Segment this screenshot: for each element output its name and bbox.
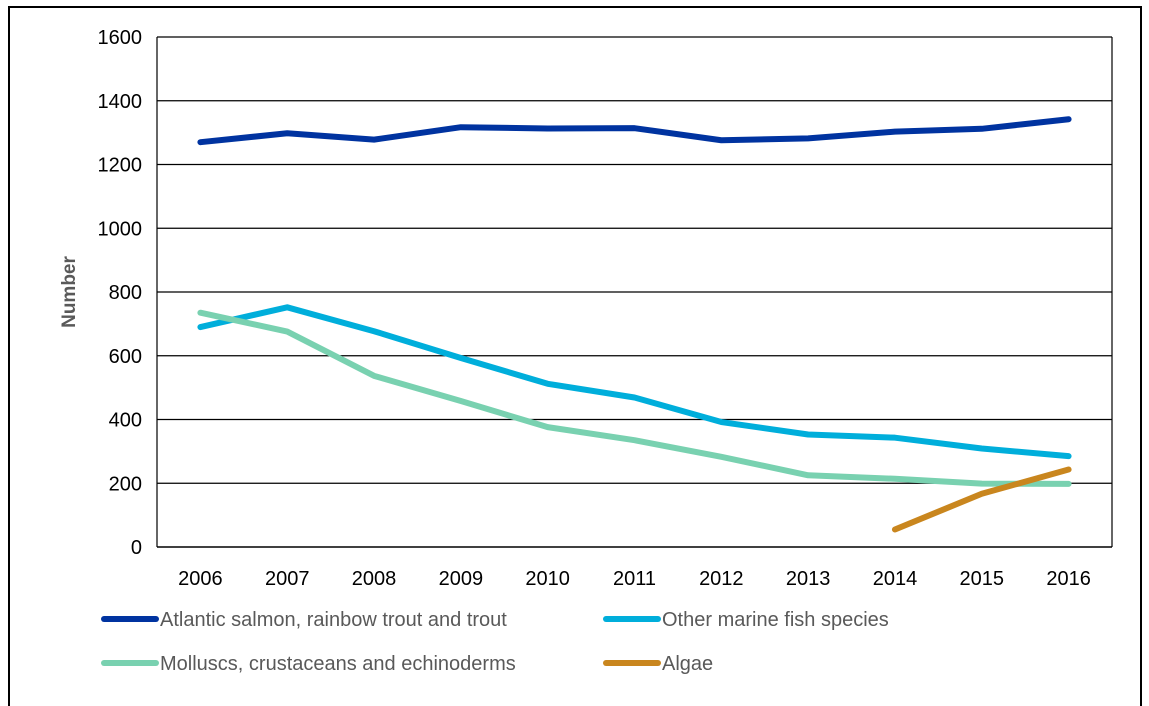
- data-point: [981, 128, 982, 129]
- data-point: [287, 307, 288, 308]
- data-point: [721, 456, 722, 457]
- y-axis-title: Number: [59, 256, 80, 328]
- x-tick-label: 2009: [439, 568, 484, 590]
- y-tick-label: 200: [109, 473, 142, 495]
- legend-item: Molluscs, crustaceans and echinoderms: [101, 653, 516, 675]
- data-point: [894, 478, 895, 479]
- data-point: [547, 427, 548, 428]
- y-axis-tick-labels: 0 200 400 600 800 1000 1200 1400 1600: [98, 27, 143, 559]
- x-tick-label: 2006: [178, 568, 223, 590]
- y-tick-label: 1200: [98, 155, 143, 177]
- chart-border: [8, 6, 1142, 706]
- legend-item: Other marine fish species: [603, 609, 889, 631]
- data-point: [460, 357, 461, 358]
- y-tick-label: 1600: [98, 27, 143, 49]
- data-point: [287, 331, 288, 332]
- data-point: [981, 493, 982, 494]
- data-point: [981, 483, 982, 484]
- y-tick-label: 600: [109, 346, 142, 368]
- data-point: [1068, 469, 1069, 470]
- x-tick-label: 2016: [1046, 568, 1091, 590]
- legend-label: Molluscs, crustaceans and echinoderms: [160, 653, 516, 675]
- data-point: [287, 133, 288, 134]
- x-tick-label: 2011: [613, 568, 656, 590]
- x-tick-label: 2008: [352, 568, 397, 590]
- data-point: [808, 434, 809, 435]
- series-group: [197, 116, 1072, 146]
- x-tick-label: 2010: [525, 568, 570, 590]
- data-point: [1068, 119, 1069, 120]
- x-axis-tick-labels: 2006 2007 2008 2009 2010 2011 2012 2013 2014 2015…: [178, 568, 1091, 590]
- data-point: [894, 529, 895, 530]
- series-line: [197, 304, 1072, 460]
- data-point: [894, 437, 895, 438]
- data-point: [374, 375, 375, 376]
- data-point: [547, 128, 548, 129]
- series-group: [197, 309, 1072, 487]
- data-point: [808, 475, 809, 476]
- data-point: [460, 127, 461, 128]
- data-point: [1068, 456, 1069, 457]
- data-point: [634, 128, 635, 129]
- data-point: [808, 138, 809, 139]
- series-line: [891, 466, 1072, 533]
- series-lines: [197, 116, 1072, 533]
- series-group: [891, 466, 1072, 533]
- x-tick-label: 2007: [265, 568, 310, 590]
- y-tick-label: 1400: [98, 91, 143, 113]
- gridlines: [156, 36, 1113, 548]
- series-group: [197, 304, 1072, 460]
- data-point: [634, 440, 635, 441]
- series-line: [197, 116, 1072, 146]
- data-point: [547, 383, 548, 384]
- legend-label: Algae: [662, 653, 713, 675]
- x-tick-label: 2012: [699, 568, 744, 590]
- x-tick-label: 2013: [786, 568, 831, 590]
- legend-item: Atlantic salmon, rainbow trout and trout: [101, 609, 507, 631]
- data-point: [200, 327, 201, 328]
- legend-label: Other marine fish species: [662, 609, 889, 631]
- legend-label: Atlantic salmon, rainbow trout and trout: [160, 609, 507, 631]
- y-tick-label: 400: [109, 410, 142, 432]
- y-tick-label: 0: [131, 537, 142, 559]
- x-tick-label: 2015: [960, 568, 1005, 590]
- x-tick-label: 2014: [873, 568, 918, 590]
- data-point: [374, 331, 375, 332]
- data-point: [460, 401, 461, 402]
- data-point: [721, 422, 722, 423]
- data-point: [1068, 483, 1069, 484]
- data-point: [200, 312, 201, 313]
- data-point: [981, 448, 982, 449]
- data-point: [200, 142, 201, 143]
- y-tick-label: 1000: [98, 218, 143, 240]
- data-point: [894, 131, 895, 132]
- data-point: [721, 140, 722, 141]
- data-point: [374, 139, 375, 140]
- data-point: [634, 397, 635, 398]
- legend: Atlantic salmon, rainbow trout and trout…: [101, 609, 889, 675]
- y-tick-label: 800: [109, 282, 142, 304]
- legend-item: Algae: [603, 653, 713, 675]
- series-line: [197, 309, 1072, 487]
